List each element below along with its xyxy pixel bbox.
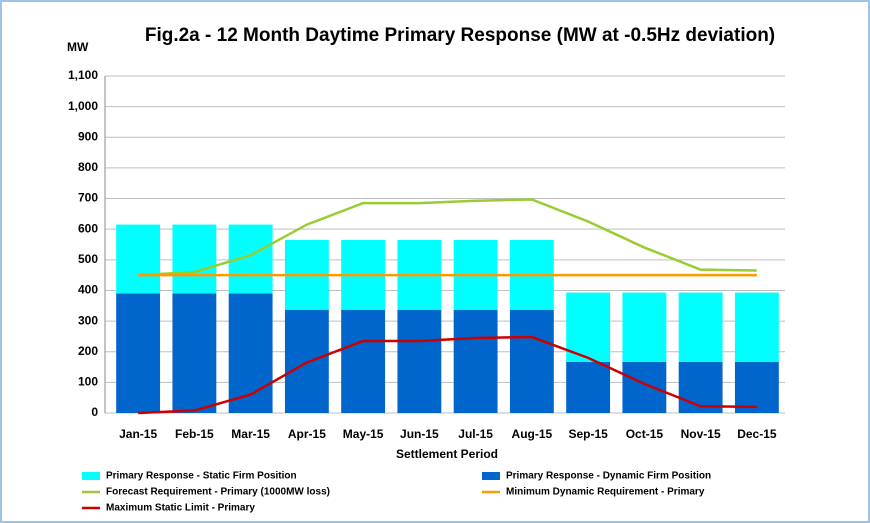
- x-tick-label: Aug-15: [512, 427, 553, 441]
- bar: [341, 309, 386, 413]
- legend-label: Maximum Static Limit - Primary: [106, 503, 255, 514]
- legend-label: Primary Response - Static Firm Position: [106, 471, 297, 482]
- bar: [453, 309, 498, 413]
- x-tick-label: Jul-15: [458, 427, 493, 441]
- bar: [172, 293, 217, 413]
- bar: [622, 361, 667, 413]
- legend-swatch: [482, 472, 500, 480]
- legend-label: Minimum Dynamic Requirement - Primary: [506, 487, 705, 498]
- y-tick-label: 500: [78, 252, 98, 266]
- bar: [734, 361, 779, 413]
- bar: [566, 361, 611, 413]
- x-tick-label: Nov-15: [681, 427, 721, 441]
- chart-title: Fig.2a - 12 Month Daytime Primary Respon…: [145, 25, 775, 46]
- bar: [228, 293, 273, 413]
- y-tick-label: 1,000: [68, 99, 98, 113]
- y-tick-label: 900: [78, 129, 98, 143]
- bar: [678, 361, 723, 413]
- line: [138, 198, 757, 277]
- x-tick-label: Dec-15: [737, 427, 777, 441]
- y-tick-label: 0: [91, 405, 98, 419]
- x-tick-label: Feb-15: [175, 427, 214, 441]
- x-tick-label: Apr-15: [288, 427, 326, 441]
- x-tick-label: Mar-15: [231, 427, 270, 441]
- x-tick-label: Jan-15: [119, 427, 157, 441]
- legend-swatch: [82, 472, 100, 480]
- y-tick-label: 200: [78, 344, 98, 358]
- y-tick-label: 700: [78, 191, 98, 205]
- bar: [622, 292, 667, 362]
- bar: [397, 309, 442, 413]
- x-tick-label: Oct-15: [626, 427, 664, 441]
- bar: [678, 292, 723, 362]
- bar: [116, 224, 161, 294]
- y-tick-label: 300: [78, 313, 98, 327]
- line: [138, 335, 757, 415]
- legend-label: Forecast Requirement - Primary (1000MW l…: [106, 487, 330, 498]
- x-tick-label: Sep-15: [568, 427, 608, 441]
- bar: [172, 224, 217, 294]
- y-tick-label: 1,100: [68, 68, 98, 82]
- x-tick-label: Jun-15: [400, 427, 439, 441]
- bar: [566, 292, 611, 362]
- bar: [116, 293, 161, 413]
- bar: [509, 309, 554, 413]
- bar: [734, 292, 779, 362]
- x-axis-title: Settlement Period: [396, 447, 498, 461]
- y-tick-label: 600: [78, 221, 98, 235]
- y-axis-title: MW: [67, 40, 89, 54]
- y-tick-label: 100: [78, 375, 98, 389]
- x-tick-label: May-15: [343, 427, 384, 441]
- y-tick-label: 400: [78, 283, 98, 297]
- y-tick-label: 800: [78, 160, 98, 174]
- legend-label: Primary Response - Dynamic Firm Position: [506, 471, 711, 482]
